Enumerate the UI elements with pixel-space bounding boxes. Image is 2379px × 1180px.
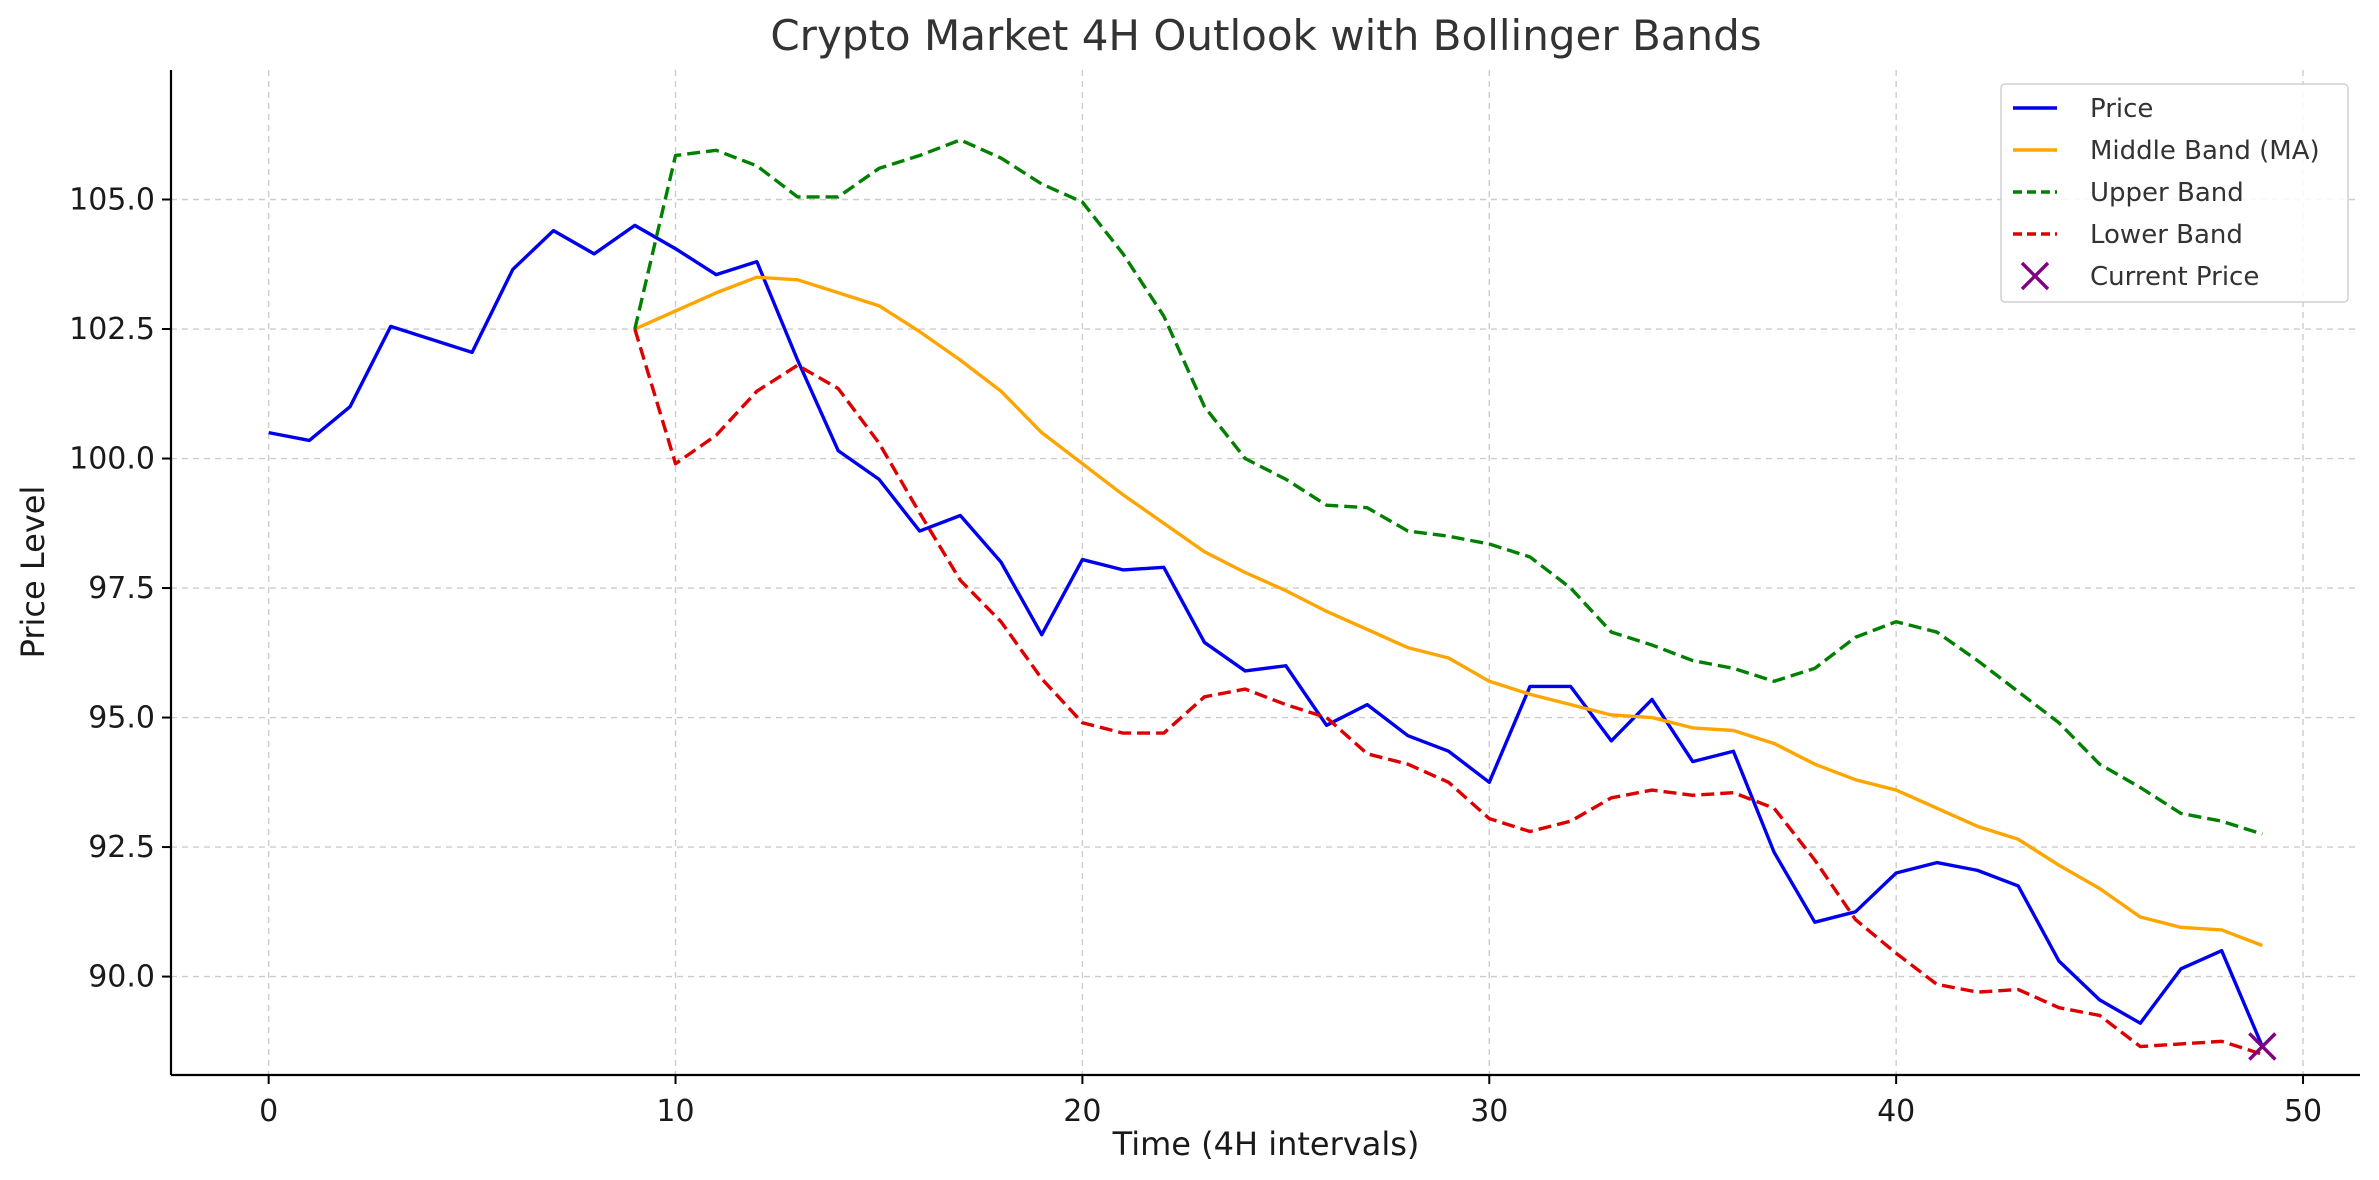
- y-axis-label: Price Level: [14, 486, 52, 659]
- series-layer: [268, 138, 2264, 1056]
- legend-item-price: Price: [2013, 94, 2153, 124]
- legend-label: Upper Band: [2090, 178, 2244, 208]
- marker-layer: [2248, 1032, 2277, 1061]
- legend-item-lower-band: Lower Band: [2013, 220, 2243, 250]
- grid: [171, 70, 2360, 1075]
- legend: Price Middle Band (MA) Upper Band Lower Ban…: [2000, 83, 2349, 303]
- x-tick-label: 30: [1470, 1094, 1508, 1129]
- legend-label: Current Price: [2090, 262, 2259, 292]
- series-line-middle-band-ma: [634, 275, 2263, 948]
- x-tick-label: 40: [1877, 1094, 1915, 1129]
- legend-label: Middle Band (MA): [2090, 136, 2320, 166]
- legend-item-middle-band-ma: Middle Band (MA): [2013, 136, 2320, 166]
- y-tick-label: 105.0: [69, 183, 155, 218]
- x-axis-ticks: 0 10 20 30 40 50: [259, 1075, 2322, 1129]
- y-tick-label: 90.0: [88, 960, 155, 995]
- series-line-upper-band: [633, 138, 2263, 836]
- y-tick-label: 100.0: [69, 442, 155, 477]
- legend-item-upper-band: Upper Band: [2013, 178, 2244, 208]
- x-tick-label: 20: [1063, 1094, 1101, 1129]
- chart-title: Crypto Market 4H Outlook with Bollinger …: [770, 11, 1761, 60]
- y-tick-label: 92.5: [88, 830, 155, 865]
- y-tick-label: 95.0: [88, 701, 155, 736]
- series-line-price: [268, 223, 2264, 1048]
- axes: [169, 70, 2360, 1077]
- x-tick-label: 50: [2284, 1094, 2322, 1129]
- y-axis-ticks: 90.0 92.5 95.0 97.5 100.0 102.5 105.0: [69, 183, 171, 995]
- y-tick-label: 97.5: [88, 571, 155, 606]
- x-tick-label: 0: [259, 1094, 278, 1129]
- legend-label: Price: [2090, 94, 2153, 124]
- y-tick-label: 102.5: [69, 312, 155, 347]
- legend-item-current-price: Current Price: [2020, 261, 2259, 292]
- legend-frame: [2000, 83, 2349, 303]
- legend-label: Lower Band: [2090, 220, 2243, 250]
- series-line-lower-band: [633, 328, 2263, 1056]
- x-axis-label: Time (4H intervals): [1112, 1125, 1420, 1163]
- x-tick-label: 10: [656, 1094, 694, 1129]
- legend-swatch: [2020, 261, 2050, 291]
- current-price-marker: [2248, 1032, 2277, 1061]
- current-price-marker-stroke: [2248, 1032, 2277, 1061]
